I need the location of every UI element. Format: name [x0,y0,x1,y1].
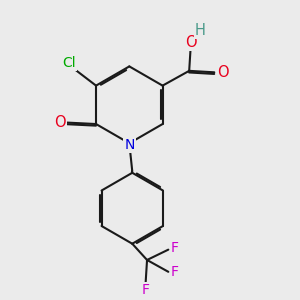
Text: Cl: Cl [63,56,76,70]
Text: O: O [217,65,228,80]
Text: F: F [142,283,150,297]
Text: O: O [54,115,66,130]
Text: F: F [171,241,179,255]
Text: O: O [185,35,197,50]
Text: H: H [195,23,206,38]
Text: N: N [124,138,134,152]
Text: F: F [171,265,179,279]
